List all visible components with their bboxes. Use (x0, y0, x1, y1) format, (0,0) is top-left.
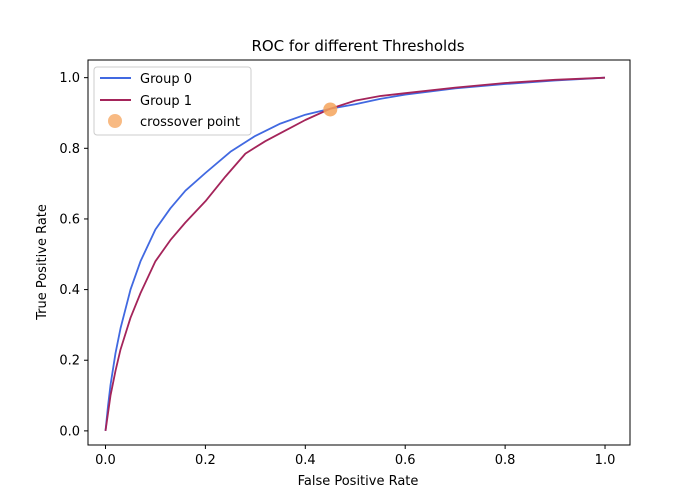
y-tick-label: 0.6 (59, 212, 80, 227)
x-tick-label: 0.0 (95, 453, 116, 468)
y-tick-label: 0.4 (59, 283, 80, 298)
x-tick-label: 0.6 (395, 453, 416, 468)
x-axis-label: False Positive Rate (298, 474, 419, 489)
y-axis-label: True Positive Rate (35, 204, 50, 321)
y-tick-label: 0.8 (59, 142, 80, 157)
y-tick-label: 0.0 (59, 424, 80, 439)
legend-box (93, 66, 252, 136)
y-tick-label: 0.2 (59, 354, 80, 369)
x-axis: 0.0 0.2 0.4 0.6 0.8 1.0 (95, 445, 615, 468)
plot-area (104, 76, 606, 432)
legend: Group 0 Group 1 crossover point (93, 66, 252, 136)
legend-label-crossover: crossover point (140, 115, 240, 130)
y-tick-label: 1.0 (59, 71, 80, 86)
series-line-group-0 (104, 76, 606, 431)
x-tick-label: 0.2 (195, 453, 216, 468)
x-tick-label: 0.8 (495, 453, 516, 468)
legend-label-group-1: Group 1 (140, 94, 192, 109)
crossover-point-marker (323, 102, 338, 117)
plot-frame (87, 59, 631, 446)
x-tick-label: 0.4 (295, 453, 316, 468)
x-tick-label: 1.0 (595, 453, 616, 468)
chart-title: ROC for different Thresholds (251, 37, 464, 55)
legend-label-group-0: Group 0 (140, 72, 192, 87)
legend-marker-crossover (108, 114, 122, 128)
y-axis: 0.0 0.2 0.4 0.6 0.8 1.0 (59, 71, 88, 439)
series-line-group-1 (104, 76, 606, 432)
